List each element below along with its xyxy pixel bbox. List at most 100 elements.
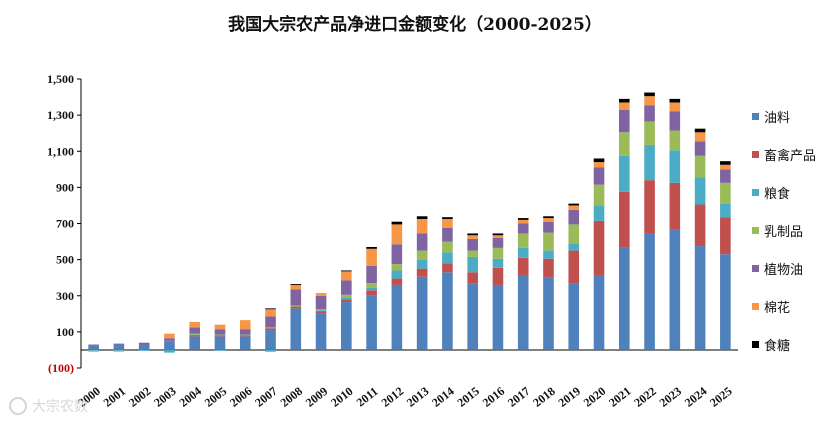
bar-segment [214, 336, 226, 350]
legend-swatch [752, 189, 759, 196]
y-tick-label: 300 [56, 289, 74, 303]
bar-group-2002 [138, 342, 150, 351]
bar-segment [239, 336, 251, 350]
bar-segment [239, 335, 251, 337]
bar-segment [694, 177, 706, 205]
bar-segment [239, 320, 251, 330]
bar-group-2006 [239, 320, 251, 350]
bar-segment [492, 247, 504, 259]
bar-segment [290, 289, 302, 306]
bar-segment [214, 324, 226, 330]
bar-segment [568, 203, 580, 206]
bar-segment [593, 205, 605, 221]
x-tick-label: 2014 [429, 384, 457, 410]
bar-group-2023 [669, 98, 681, 350]
bar-segment [694, 204, 706, 247]
bar-group-2020 [593, 158, 605, 350]
bar-segment [593, 274, 605, 350]
bar-segment [366, 265, 377, 284]
bar-segment [543, 216, 554, 219]
legend-label: 棉花 [764, 300, 790, 316]
bar-segment [290, 305, 302, 307]
bar-segment [644, 233, 655, 350]
bar-segment [492, 237, 504, 248]
x-tick-label: 2002 [126, 384, 154, 410]
bar-group-2010 [341, 270, 352, 350]
chart-title: 我国大宗农产品净进口金额变化（2000-2025） [228, 14, 602, 35]
bar-segment [164, 333, 175, 339]
y-tick-label: 1,300 [47, 108, 74, 122]
y-axis: 1,500 1,300 1,100 900 700 500 300 100 (100) [47, 72, 82, 375]
bar-segment [517, 218, 529, 220]
legend-swatch [752, 265, 759, 272]
bar-group-2004 [189, 321, 201, 350]
bar-segment [593, 184, 605, 206]
bar-segment [644, 105, 655, 122]
watermark-logo-icon [9, 397, 27, 415]
bar-segment [265, 316, 276, 328]
x-tick-label: 2010 [328, 384, 356, 410]
bar-segment [214, 334, 226, 336]
legend-label: 食糖 [764, 338, 790, 354]
bar-segment [669, 150, 681, 183]
bar-segment [442, 272, 453, 350]
bar-segment [517, 247, 529, 258]
bar-segment [669, 182, 681, 230]
bar-segment [214, 349, 226, 351]
bar-segment [391, 284, 403, 350]
bar-segment [366, 246, 377, 249]
bar-segment [644, 180, 655, 234]
x-tick-label: 2012 [379, 384, 407, 410]
bar-segment [290, 284, 302, 285]
bar-segment [467, 233, 478, 236]
bar-segment [720, 161, 731, 165]
y-tick-label: 900 [56, 180, 74, 194]
bar-segment [341, 271, 352, 281]
legend-swatch [752, 113, 759, 120]
bar-segment [467, 235, 478, 239]
x-tick-label: 2024 [682, 384, 710, 410]
legend-label: 畜禽产品 [764, 148, 816, 164]
bar-segment [543, 221, 554, 233]
bar-segment [391, 224, 403, 245]
x-tick-label: 2016 [480, 384, 508, 410]
legend-swatch [752, 151, 759, 158]
bar-segment [341, 297, 352, 300]
bar-segment [138, 344, 150, 350]
x-tick-label: 2006 [227, 384, 255, 410]
bar-segment [467, 283, 478, 350]
bar-segment [543, 218, 554, 222]
bar-segment [442, 217, 453, 219]
bar-segment [694, 155, 706, 178]
bar-segment [189, 321, 201, 328]
bar-segment [467, 272, 478, 284]
bar-segment [290, 306, 302, 309]
bar-segment [669, 98, 681, 103]
bar-segment [568, 250, 580, 284]
bar-segment [593, 220, 605, 275]
bar-segment [416, 216, 428, 219]
x-tick-label: 2011 [354, 384, 381, 409]
bar-segment [341, 270, 352, 272]
bar-segment [391, 278, 403, 285]
bar-segment [341, 302, 352, 350]
bar-segment [720, 217, 731, 255]
x-tick-label: 2025 [707, 384, 735, 410]
bar-segment [341, 299, 352, 303]
bar-segment [517, 233, 529, 248]
bar-group-2007 [265, 308, 276, 352]
bar-segment [593, 158, 605, 163]
bar-segment [442, 263, 453, 273]
x-tick-label: 2009 [303, 384, 331, 410]
bar-segment [568, 243, 580, 251]
bar-segment [290, 308, 302, 350]
bar-segment [265, 330, 276, 350]
x-tick-label: 2017 [505, 384, 533, 410]
legend-label: 粮食 [764, 186, 790, 202]
bar-segment [517, 257, 529, 275]
bar-group-2022 [644, 92, 655, 350]
bar-segment [644, 121, 655, 145]
bar-group-2012 [391, 221, 403, 350]
bar-segment [492, 267, 504, 285]
bar-segment [568, 283, 580, 350]
